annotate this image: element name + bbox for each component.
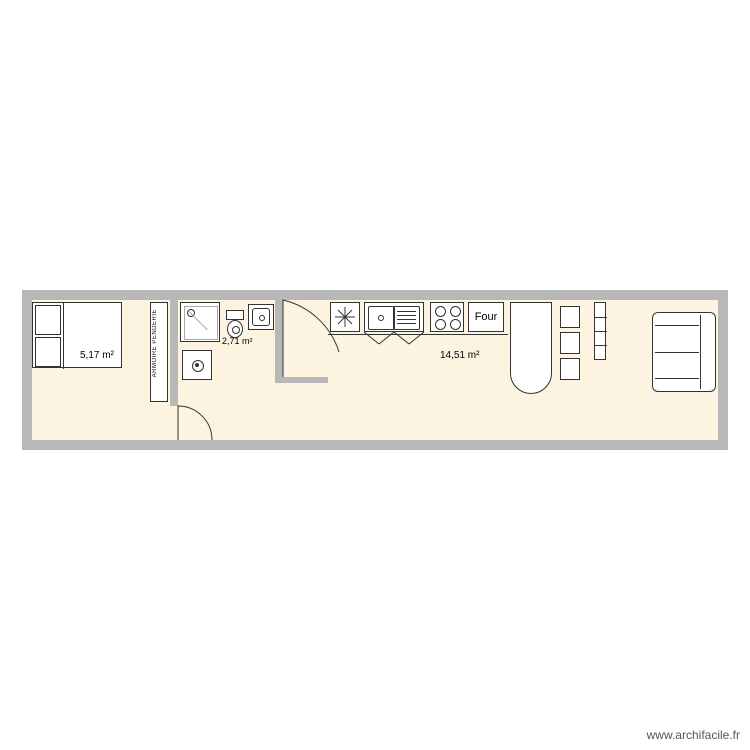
bathroom-area-label: 2,71 m² — [222, 336, 253, 346]
oven-label: Four — [475, 311, 498, 323]
stool-2 — [560, 332, 580, 354]
fridge — [330, 302, 360, 332]
kitchen-sink — [364, 302, 424, 332]
living-area-label: 14,51 m² — [440, 350, 479, 361]
bathroom-sink — [248, 304, 274, 330]
stove — [430, 302, 464, 332]
bedroom-area-label: 5,17 m² — [80, 350, 114, 361]
wardrobe: ARMOIRE PENDERIE — [150, 302, 168, 402]
sofa — [652, 312, 716, 392]
door-arcs — [0, 0, 750, 750]
stool-3 — [560, 358, 580, 380]
washing-machine — [182, 350, 212, 380]
shower — [180, 302, 220, 342]
floorplan-canvas: 5,17 m² ARMOIRE PENDERIE 2,71 m² — [0, 0, 750, 750]
kitchen-island — [510, 302, 552, 394]
counter-edge — [328, 334, 508, 335]
shelf-unit — [594, 302, 606, 360]
stool-1 — [560, 306, 580, 328]
wardrobe-label: ARMOIRE PENDERIE — [152, 309, 158, 377]
oven: Four — [468, 302, 504, 332]
toilet — [226, 310, 244, 338]
watermark: www.archifacile.fr — [647, 728, 740, 742]
